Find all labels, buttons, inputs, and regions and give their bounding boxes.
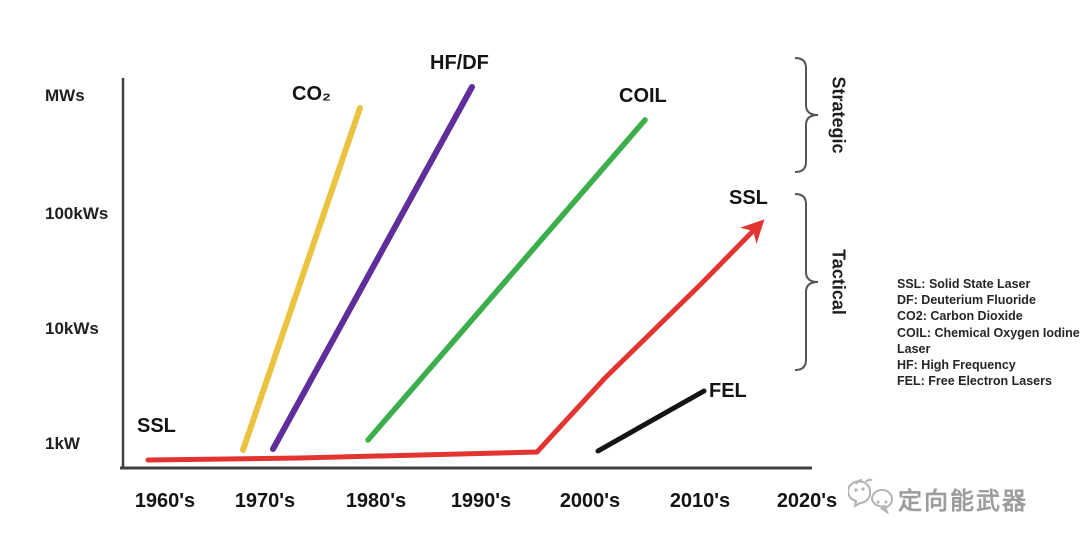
legend-line: Laser [897,341,931,356]
series-line-hfdf [270,84,475,452]
wechat-icon [848,478,893,515]
label-hfdf: HF/DF [430,52,489,74]
legend-line: HF: High Frequency [897,358,1016,373]
band-label-tactical: Tactical [828,249,849,315]
x-tick-1960s: 1960's [134,490,196,512]
x-tick-1990s: 1990's [450,490,512,512]
label-ssl-origin: SSL [137,415,176,437]
bracket-strategic [794,57,819,173]
label-ssl-arrow: SSL [729,187,768,209]
bracket-tactical [794,193,819,371]
legend-line: SSL: Solid State Laser [897,277,1031,291]
series-line-coil [365,117,648,443]
legend-line: CO2: Carbon Dioxide [897,309,1023,324]
band-label-strategic: Strategic [828,76,849,154]
x-tick-1970s: 1970's [234,490,296,512]
label-co2: CO₂ [292,83,331,105]
series-line-fel [595,388,707,454]
legend-line: DF: Deuterium Fluoride [897,293,1036,308]
x-tick-2000s: 2000's [559,490,621,512]
watermark: 定向能武器 [848,476,1028,520]
legend-line: COIL: Chemical Oxygen Iodine [897,325,1080,340]
legend-line: FEL: Free Electron Lasers [897,374,1052,389]
series-line-co2 [240,105,363,453]
x-tick-1980s: 1980's [345,490,407,512]
label-fel: FEL [709,380,747,402]
x-tick-2020s: 2020's [776,490,838,512]
x-tick-2010s: 2010's [669,490,731,512]
y-tick-mws: MWs [45,86,85,105]
watermark-text: 定向能武器 [898,487,1028,515]
legend-abbreviations: SSL: Solid State Laser DF: Deuterium Flu… [897,276,1080,389]
y-tick-100kws: 100kWs [45,204,109,223]
series-line-ssl [145,219,765,463]
y-tick-1kw: 1kW [45,434,80,453]
y-tick-10kws: 10kWs [45,319,99,338]
label-coil: COIL [619,85,667,107]
